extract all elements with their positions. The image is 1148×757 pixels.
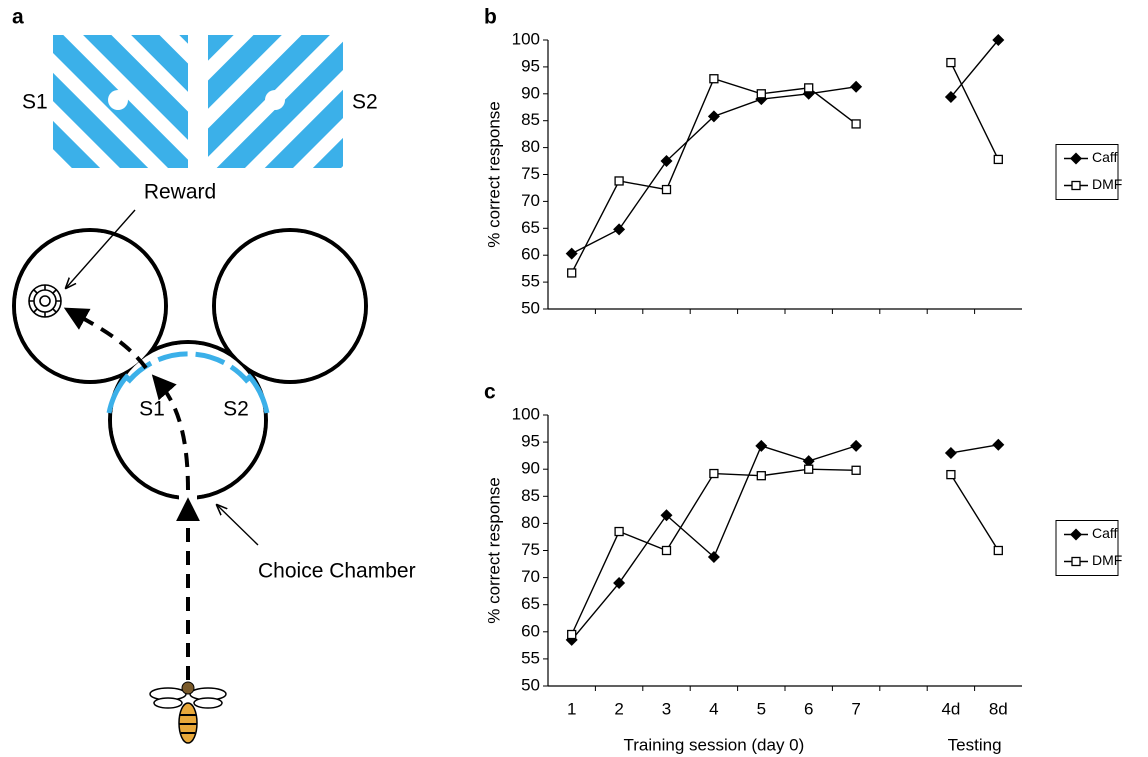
marker [992, 438, 1005, 451]
marker [850, 439, 863, 452]
marker [802, 455, 815, 468]
y-tick-label: 50 [521, 675, 540, 694]
marker [944, 91, 957, 104]
y-tick-label: 90 [521, 83, 540, 102]
x-tick-label: 6 [804, 699, 813, 718]
y-tick-label: 100 [512, 404, 540, 423]
marker [614, 526, 624, 537]
y-tick-label: 65 [521, 594, 540, 613]
marker [755, 439, 768, 452]
legend-label: Caff [1092, 525, 1118, 541]
marker [756, 89, 766, 99]
marker [660, 509, 673, 522]
y-tick-label: 55 [521, 648, 540, 667]
x-tick-label: 7 [851, 699, 860, 718]
marker [661, 545, 672, 556]
x-tick-label: 4 [709, 699, 718, 718]
bee [149, 681, 227, 744]
marker [709, 468, 719, 479]
entrance-label: S2 [223, 398, 249, 421]
marker [613, 223, 626, 236]
panel-letter: b [484, 6, 497, 29]
y-tick-label: 60 [521, 621, 540, 640]
stimulus-label: S1 [22, 91, 48, 114]
marker [661, 184, 672, 195]
legend-frame [1055, 520, 1119, 576]
reward-label: Reward [144, 181, 216, 204]
marker [567, 629, 577, 640]
marker [850, 80, 863, 93]
panel-letter: a [12, 6, 24, 29]
y-tick-label: 80 [521, 513, 540, 532]
x-tick-label: 1 [567, 699, 576, 718]
y-tick-label: 85 [521, 110, 540, 129]
marker [707, 110, 720, 123]
x-tick-label: 3 [662, 699, 671, 718]
legend-frame [1055, 144, 1119, 200]
y-tick-label: 70 [521, 567, 540, 586]
marker [804, 464, 814, 474]
y-tick-label: 70 [521, 191, 540, 210]
y-tick-label: 60 [521, 245, 540, 264]
marker [946, 469, 956, 480]
x-tick-label: 5 [757, 699, 766, 718]
x-axis-label: Testing [948, 735, 1002, 754]
marker [756, 471, 766, 481]
marker [944, 446, 957, 459]
y-tick-label: 55 [521, 272, 540, 291]
y-tick-label: 75 [521, 164, 540, 183]
series-line [571, 444, 999, 641]
marker [707, 551, 720, 564]
x-axis-label: Training session (day 0) [624, 735, 805, 754]
marker [946, 57, 956, 68]
x-tick-label: 8d [989, 699, 1008, 718]
marker [992, 34, 1005, 46]
x-tick-label: 4d [941, 699, 960, 718]
stimulus-dot [108, 90, 128, 110]
y-tick-label: 50 [521, 298, 540, 317]
y-tick-label: 65 [521, 218, 540, 237]
marker [851, 119, 861, 129]
chamber-label: Choice Chamber [258, 560, 416, 583]
y-tick-label: 95 [521, 432, 540, 451]
marker [1071, 556, 1081, 567]
marker [1071, 180, 1081, 191]
y-axis-label: % correct response [484, 477, 503, 623]
reward-wheel [28, 284, 62, 318]
marker [851, 465, 861, 475]
panel-letter: c [484, 381, 496, 404]
y-tick-label: 75 [521, 540, 540, 559]
marker [565, 247, 578, 260]
diagram: a S1 S2 Reward S1 S2 Choice Chamber [12, 6, 416, 744]
flight-path [63, 307, 200, 680]
series-line [571, 62, 999, 274]
marker [613, 577, 626, 590]
y-tick-label: 100 [512, 29, 540, 48]
entrance-label: S1 [139, 398, 165, 421]
y-tick-label: 95 [521, 56, 540, 75]
marker [1070, 152, 1082, 165]
marker [1070, 528, 1082, 541]
legend-label: DMF [1092, 176, 1122, 192]
series-line [571, 468, 999, 635]
marker [614, 176, 624, 186]
entrance [126, 351, 250, 384]
marker [993, 154, 1003, 165]
marker [709, 74, 719, 84]
legend-label: DMF [1092, 552, 1122, 568]
x-tick-label: 2 [614, 699, 623, 718]
stimulus-label: S2 [352, 91, 378, 114]
y-tick-label: 85 [521, 486, 540, 505]
marker [660, 155, 673, 168]
y-axis-label: % correct response [484, 101, 503, 247]
series-line [571, 39, 999, 255]
marker [993, 545, 1003, 556]
marker [567, 268, 577, 278]
marker [804, 83, 814, 93]
y-tick-label: 80 [521, 137, 540, 156]
y-tick-label: 90 [521, 459, 540, 478]
stimulus-dot [265, 90, 285, 110]
legend-label: Caff [1092, 149, 1118, 165]
